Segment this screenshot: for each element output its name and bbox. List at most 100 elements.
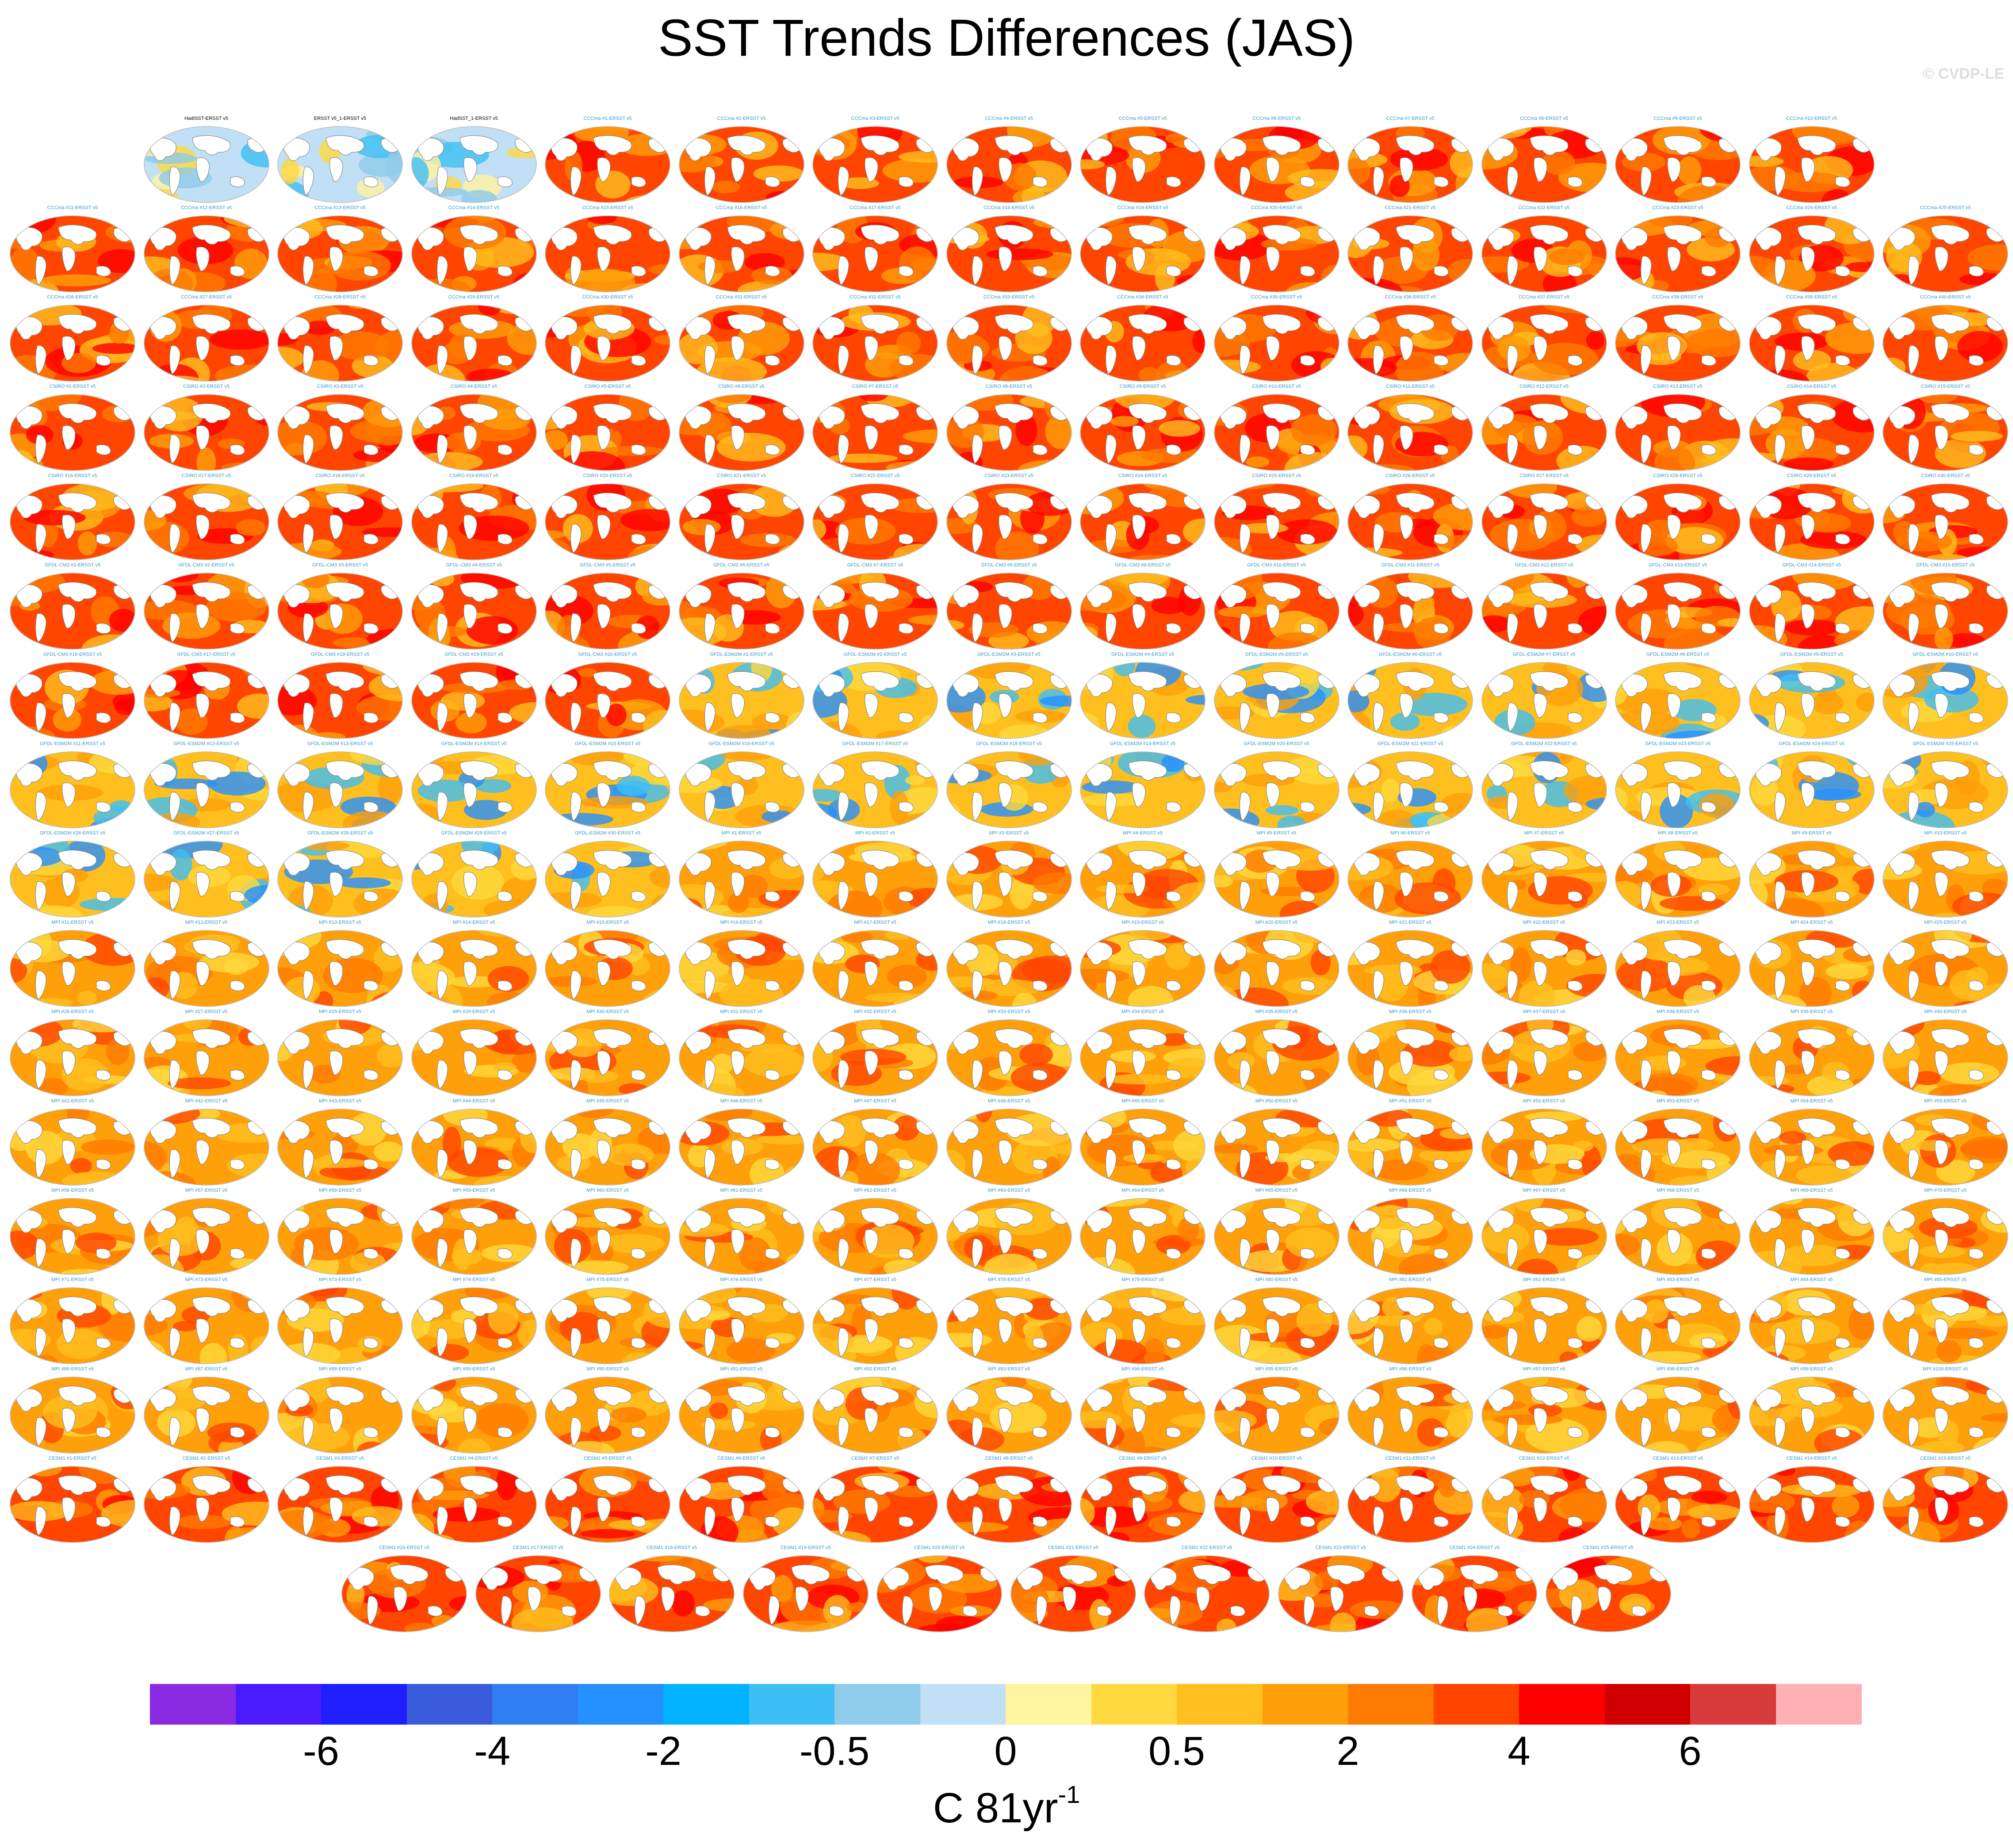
land-mass [1529, 225, 1568, 245]
panel-title: MPI #24-ERSST v5 [1790, 920, 1833, 925]
sst-anomaly-patch [995, 532, 1039, 560]
land-mass [1300, 534, 1315, 545]
sst-map [946, 126, 1072, 203]
panel-title: MPI #80-ERSST v5 [1255, 1277, 1298, 1282]
map-panel: MPI #18-ERSST v5 [945, 920, 1073, 1008]
sst-map [1615, 483, 1741, 560]
panel-title: MPI #3-ERSST v5 [989, 830, 1029, 836]
sst-map [277, 1287, 403, 1364]
map-frame [1213, 126, 1339, 203]
land-mass [1889, 406, 1915, 429]
sst-anomaly-patch [1565, 949, 1586, 966]
sst-map [1883, 930, 2008, 1007]
land-mass [631, 176, 646, 187]
sst-map [411, 841, 537, 918]
land-mass [1033, 355, 1048, 366]
sst-map [1615, 126, 1741, 203]
panel-title: CCCma #35-ERSST v5 [1251, 295, 1302, 300]
panel-title: GFDL-ESM2M #27-ERSST v5 [173, 830, 239, 836]
sst-anomaly-patch [1967, 244, 2008, 271]
panel-title: CCCma #27-ERSST v5 [180, 295, 232, 300]
land-mass [1166, 176, 1181, 187]
map-frame [1481, 305, 1607, 382]
sst-map [1080, 483, 1206, 560]
sst-map [1347, 1287, 1473, 1364]
map-panel: GFDL-CM3 #19-ERSST v5 [410, 652, 538, 740]
land-mass [1568, 355, 1583, 366]
land-mass [1507, 345, 1518, 375]
panel-title: CESM1 #4-ERSST v5 [450, 1456, 498, 1461]
colorbar-swatch [1776, 1684, 1862, 1725]
map-panel: MPI #21-ERSST v5 [1347, 920, 1474, 1008]
map-frame [678, 394, 804, 471]
map-panel: GFDL-CM3 #17-ERSST v5 [143, 652, 270, 740]
map-panel: MPI #100-ERSST v5 [1882, 1366, 2009, 1455]
map-frame [143, 305, 269, 382]
sst-map [1213, 483, 1339, 560]
map-panel: CCCma #38-ERSST v5 [1614, 295, 1741, 383]
panel-title: MPI #27-ERSST v5 [185, 1009, 228, 1014]
sst-anomaly-patch [1691, 1491, 1728, 1504]
land-mass [819, 227, 845, 250]
sst-anomaly-patch [235, 519, 266, 536]
sst-map [545, 1109, 670, 1186]
land-mass [35, 524, 46, 553]
land-mass [597, 336, 611, 361]
sst-map [1749, 305, 1875, 382]
sst-map [10, 1019, 135, 1096]
map-panel: GFDL-CM3 #1-ERSST v5 [9, 562, 136, 651]
land-mass [498, 266, 513, 277]
map-panel: GFDL-ESM2M #3-ERSST v5 [945, 652, 1073, 740]
sst-anomaly-patch [373, 662, 402, 670]
panel-title: MPI #66-ERSST v5 [1389, 1188, 1431, 1193]
sst-map [1749, 573, 1875, 650]
map-panel: MPI #46-ERSST v5 [678, 1098, 805, 1187]
land-mass [169, 256, 180, 285]
sst-map [678, 305, 804, 382]
map-panel: CESM1 #15-ERSST v5 [1882, 1456, 2009, 1544]
panel-title: CCCma #8-ERSST v5 [1519, 116, 1569, 121]
panel-title: MPI #74-ERSST v5 [452, 1277, 495, 1282]
sst-map [545, 751, 670, 828]
sst-anomaly-patch [431, 1615, 455, 1627]
land-mass [994, 225, 1033, 245]
panel-title: GFDL-CM3 #6-ERSST v5 [713, 562, 769, 568]
sst-map [742, 1555, 869, 1632]
sst-map [1749, 394, 1875, 471]
sst-anomaly-patch [783, 126, 804, 140]
map-panel: ERSST v5_1-ERSST v5 [276, 116, 404, 204]
sst-anomaly-patch [75, 1232, 117, 1253]
map-panel: MPI #12-ERSST v5 [143, 920, 270, 1008]
sst-map [1347, 1198, 1473, 1275]
sst-anomaly-patch [605, 1144, 654, 1166]
map-panel: MPI #35-ERSST v5 [1213, 1009, 1340, 1098]
sst-anomaly-patch [586, 216, 617, 225]
colorbar-swatch [663, 1684, 749, 1725]
land-mass [149, 406, 176, 429]
land-mass [1568, 444, 1583, 455]
map-panel: CCCma #9-ERSST v5 [1614, 116, 1741, 204]
sst-map [143, 1109, 269, 1186]
land-mass [994, 403, 1033, 424]
panel-title: MPI #54-ERSST v5 [1790, 1098, 1833, 1104]
sst-anomaly-patch [251, 484, 269, 494]
map-panel: MPI #31-ERSST v5 [678, 1009, 805, 1098]
sst-map [1213, 1019, 1339, 1096]
land-mass [593, 225, 632, 245]
land-mass [1132, 425, 1146, 450]
sst-anomaly-patch [1042, 1156, 1061, 1185]
map-panel: CSIRO #7-ERSST v5 [811, 384, 939, 472]
map-panel: GFDL-CM3 #6-ERSST v5 [678, 562, 805, 651]
panel-title: MPI #62-ERSST v5 [854, 1188, 896, 1193]
map-panel: CSIRO #2-ERSST v5 [143, 384, 270, 472]
sst-anomaly-patch [1718, 126, 1740, 139]
map-frame [1481, 126, 1607, 203]
land-mass [1239, 345, 1251, 375]
panel-title: MPI #33-ERSST v5 [987, 1009, 1030, 1014]
panel-title: MPI #96-ERSST v5 [1389, 1366, 1431, 1372]
sst-map [946, 841, 1072, 918]
panel-title: CESM1 #15-ERSST v5 [1920, 1456, 1971, 1461]
land-mass [1354, 138, 1380, 161]
sst-map [1080, 305, 1206, 382]
map-panel: CSIRO #9-ERSST v5 [1079, 384, 1206, 472]
